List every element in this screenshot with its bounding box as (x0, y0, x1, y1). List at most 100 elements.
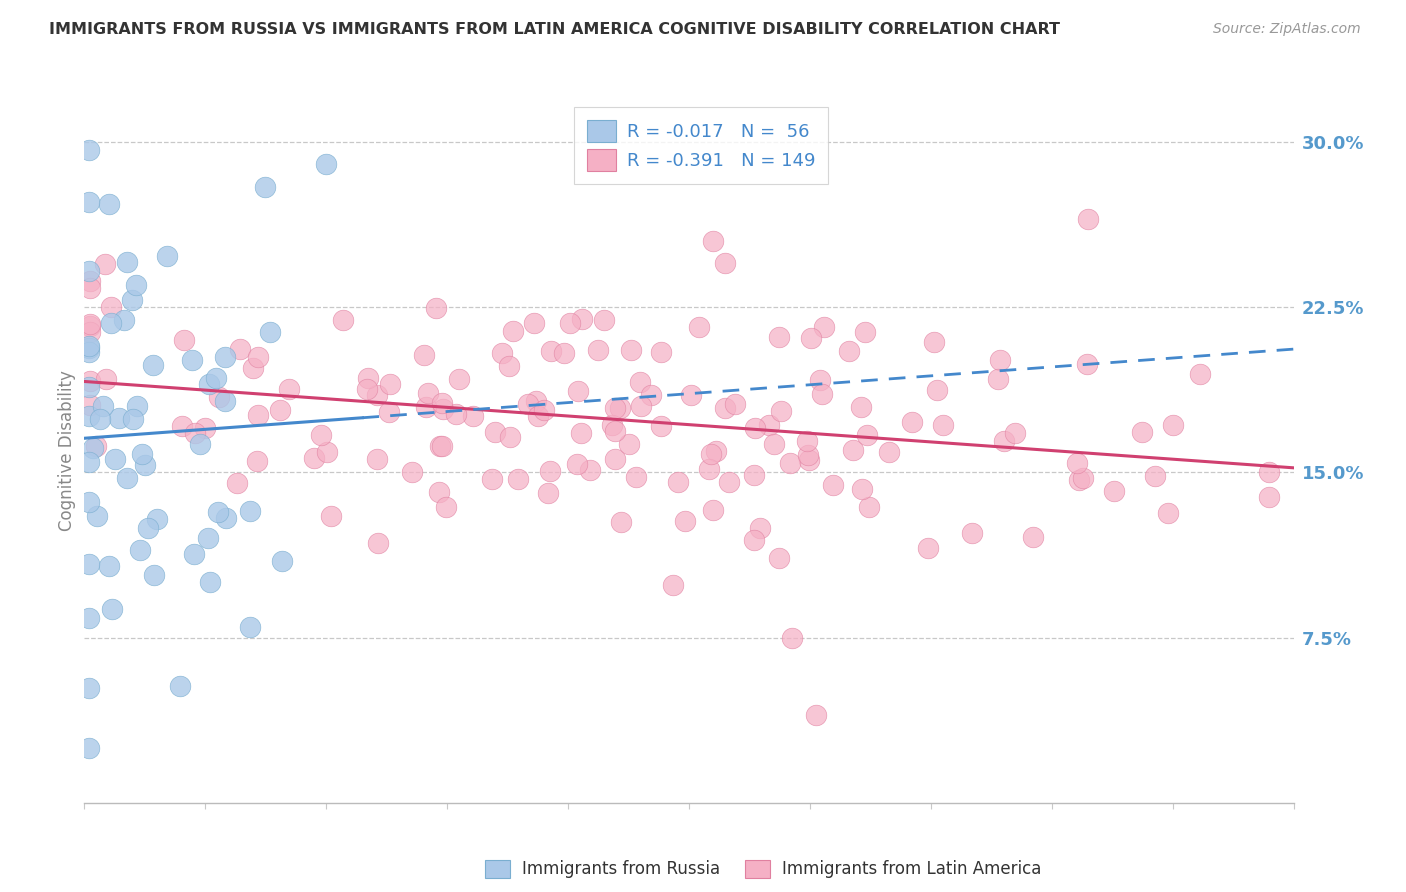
Point (198, 376, 221, 391)
Point (592, 313, 614, 327)
Point (129, 542, 152, 557)
Point (702, 503, 724, 517)
Point (524, 394, 547, 409)
Point (242, 361, 264, 376)
Point (744, 421, 766, 435)
Point (713, 401, 735, 415)
Text: Source: ZipAtlas.com: Source: ZipAtlas.com (1213, 22, 1361, 37)
Point (190, 437, 212, 451)
Point (412, 348, 434, 362)
Point (650, 345, 672, 359)
Point (797, 448, 820, 462)
Point (987, 372, 1010, 386)
Point (425, 301, 447, 315)
Point (498, 359, 520, 373)
Point (432, 402, 454, 417)
Point (155, 249, 177, 263)
Point (758, 417, 780, 432)
Point (461, 409, 484, 423)
Point (447, 372, 470, 386)
Point (523, 316, 546, 330)
Point (115, 471, 138, 485)
Point (432, 439, 454, 453)
Point (925, 383, 948, 397)
Point (197, 531, 219, 545)
Point (357, 371, 380, 385)
Point (1077, 212, 1099, 227)
Point (198, 574, 221, 589)
Point (1069, 474, 1091, 488)
Point (229, 342, 252, 356)
Point (724, 397, 747, 411)
Point (315, 157, 337, 171)
Point (640, 388, 662, 402)
Point (851, 400, 873, 414)
Point (688, 320, 710, 334)
Point (79, 374, 101, 388)
Point (569, 426, 592, 441)
Point (744, 533, 766, 547)
Y-axis label: Cognitive Disability: Cognitive Disability (58, 370, 76, 531)
Point (962, 525, 984, 540)
Point (502, 324, 524, 338)
Point (586, 343, 609, 357)
Point (183, 547, 205, 561)
Point (89, 411, 111, 425)
Point (427, 485, 450, 500)
Point (77, 740, 100, 755)
Point (673, 515, 696, 529)
Point (253, 180, 276, 194)
Point (1144, 468, 1167, 483)
Point (79, 317, 101, 331)
Point (1066, 456, 1088, 470)
Point (1258, 490, 1281, 504)
Point (481, 472, 503, 486)
Point (79, 319, 101, 334)
Point (567, 384, 589, 398)
Point (628, 375, 651, 389)
Point (77, 344, 100, 359)
Point (763, 436, 786, 450)
Point (124, 277, 146, 292)
Point (527, 409, 550, 423)
Point (214, 511, 236, 525)
Point (900, 416, 922, 430)
Point (610, 516, 633, 530)
Point (796, 434, 818, 448)
Point (77, 611, 100, 625)
Point (121, 293, 143, 308)
Point (181, 352, 204, 367)
Point (79, 325, 101, 339)
Point (356, 382, 378, 396)
Point (780, 631, 803, 645)
Point (100, 602, 122, 616)
Point (208, 390, 231, 404)
Point (553, 345, 575, 359)
Point (619, 437, 641, 451)
Point (571, 311, 593, 326)
Point (302, 451, 325, 466)
Point (706, 443, 728, 458)
Point (624, 469, 647, 483)
Point (446, 407, 468, 421)
Point (321, 508, 343, 523)
Point (768, 551, 790, 566)
Point (79, 398, 101, 412)
Point (877, 445, 900, 459)
Point (100, 300, 122, 314)
Point (484, 425, 506, 440)
Point (797, 453, 820, 467)
Point (239, 504, 262, 518)
Legend: R = -0.017   N =  56, R = -0.391   N = 149: R = -0.017 N = 56, R = -0.391 N = 149 (574, 107, 828, 184)
Point (108, 411, 131, 425)
Point (226, 475, 249, 490)
Point (309, 428, 332, 442)
Point (1258, 466, 1281, 480)
Point (630, 399, 652, 413)
Point (779, 457, 801, 471)
Point (117, 255, 139, 269)
Point (104, 451, 127, 466)
Point (769, 404, 792, 418)
Point (122, 412, 145, 426)
Point (650, 418, 672, 433)
